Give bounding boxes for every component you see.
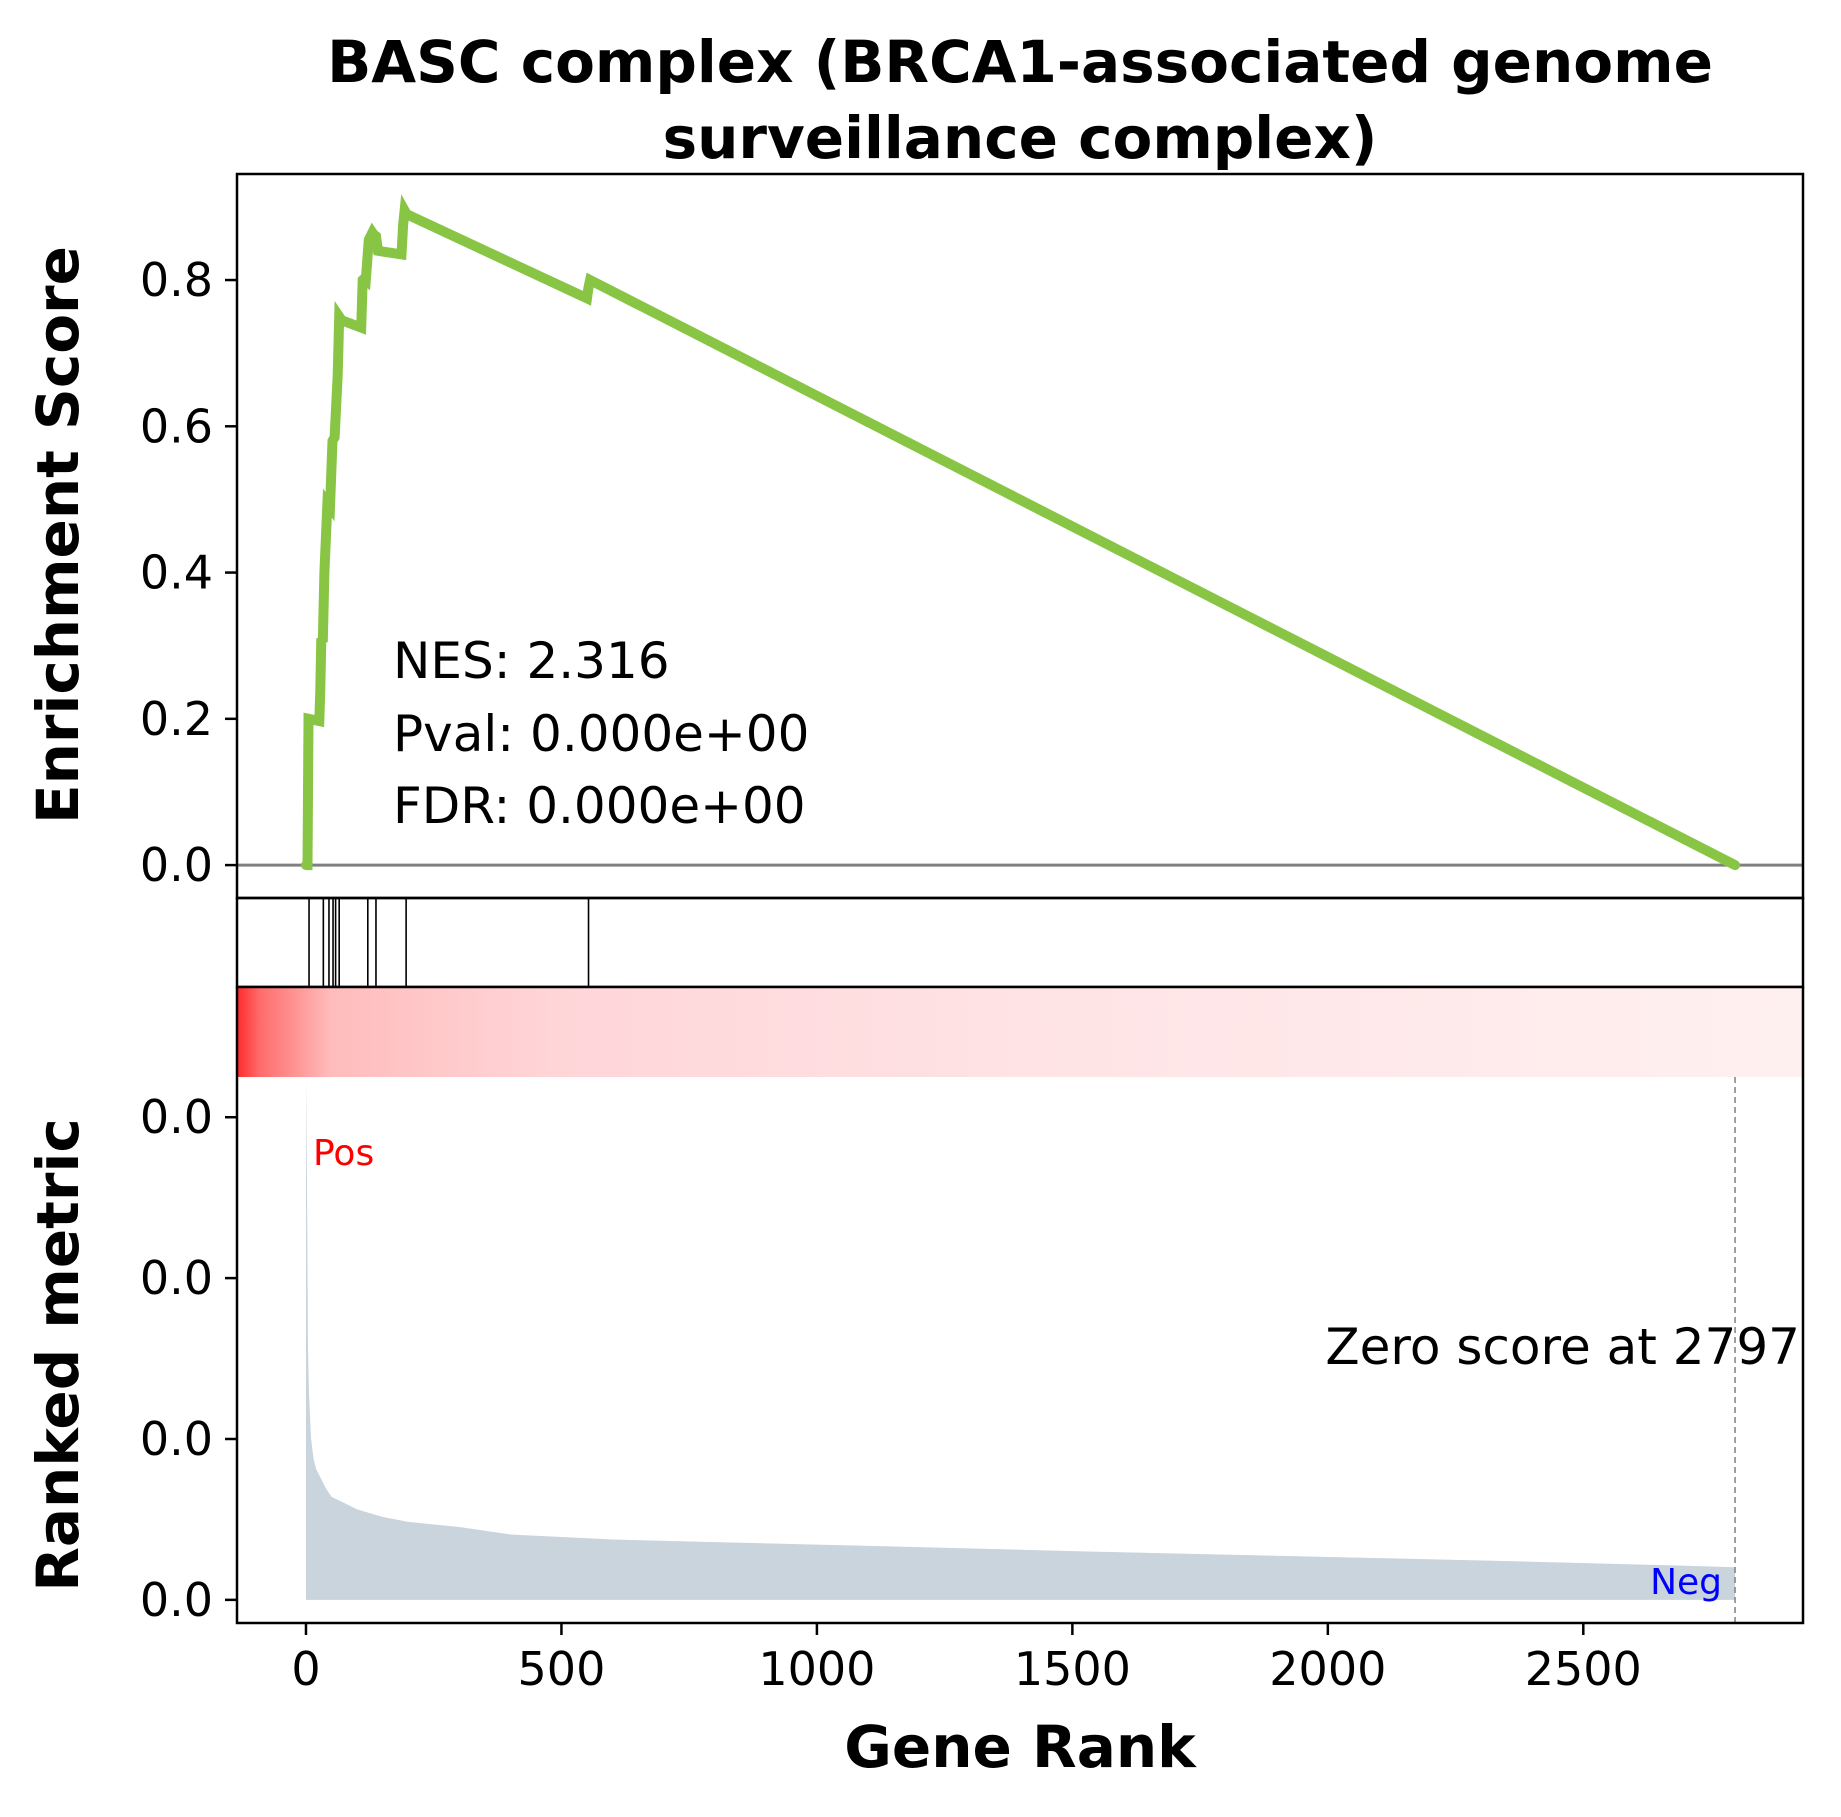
ranked-metric-panel: 0.0 0.0 0.0 0.0 0 500 1000 1500 2000 2500 — [140, 987, 1805, 1696]
hit-markers-panel — [235, 896, 1805, 989]
zero-score-annotation: Zero score at 2797 — [1325, 1318, 1800, 1376]
xtick-label: 2000 — [1269, 1642, 1386, 1696]
rank-heatmap — [237, 987, 1803, 1077]
es-ytick-label: 0.8 — [140, 253, 213, 307]
metric-ytick-label: 0.0 — [140, 1412, 213, 1466]
xtick-label: 1500 — [1014, 1642, 1131, 1696]
es-ytick-label: 0.6 — [140, 399, 213, 453]
es-line-series — [301, 194, 1740, 871]
fdr-annotation: FDR: 0.000e+00 — [393, 777, 806, 835]
x-axis-title-gene-rank: Gene Rank — [844, 1713, 1197, 1781]
pval-annotation: Pval: 0.000e+00 — [393, 705, 809, 763]
hits-panel-frame — [235, 896, 1805, 989]
neg-label: Neg — [1650, 1562, 1722, 1603]
rank-heatmap-panel — [237, 985, 1803, 1077]
nes-annotation: NES: 2.316 — [393, 632, 670, 690]
y-axis-title-ranked-metric: Ranked metric — [24, 1118, 92, 1592]
es-ytick-label: 0.2 — [140, 692, 213, 746]
metric-ytick-label: 0.0 — [140, 1090, 213, 1144]
pos-label: Pos — [313, 1133, 374, 1174]
chart-title-line-2: surveillance complex) — [663, 104, 1378, 172]
xtick-label: 2500 — [1525, 1642, 1642, 1696]
metric-ytick-label: 0.0 — [140, 1573, 213, 1627]
es-ytick-label: 0.0 — [140, 838, 213, 892]
enrichment-score-panel: 0.0 0.2 0.4 0.6 0.8 — [140, 172, 1805, 900]
xtick-label: 1000 — [758, 1642, 875, 1696]
metric-ytick-label: 0.0 — [140, 1251, 213, 1305]
ranked-metric-area — [306, 1077, 1735, 1600]
xtick-label: 500 — [518, 1642, 606, 1696]
y-axis-title-enrichment-score: Enrichment Score — [24, 246, 92, 824]
chart-title-line-1: BASC complex (BRCA1-associated genome — [327, 28, 1713, 96]
ranked-panel-frame — [235, 1077, 1805, 1625]
es-ytick-label: 0.4 — [140, 546, 213, 600]
xtick-label: 0 — [291, 1642, 320, 1696]
